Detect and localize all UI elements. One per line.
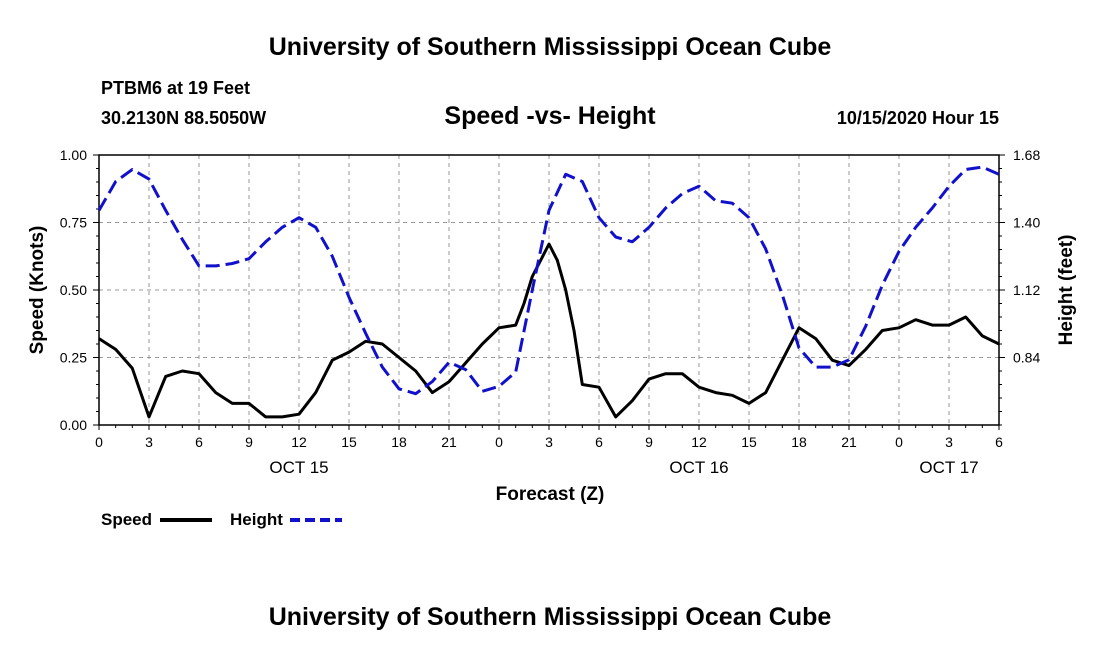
- date-label: OCT 15: [269, 458, 328, 477]
- title-bottom: University of Southern Mississippi Ocean…: [269, 603, 832, 631]
- y-left-tick-label: 1.00: [60, 147, 87, 163]
- x-tick-label: 21: [441, 434, 457, 450]
- axis-ticks: 0 3 6 9 12 15 18 21 0 3 6 9 12 15 18 21 0 3 6 OCT 15 OCT 16 O…: [60, 147, 1041, 477]
- x-tick-label: 18: [391, 434, 407, 450]
- date-label: OCT 17: [919, 458, 978, 477]
- x-tick-label: 12: [291, 434, 307, 450]
- x-tick-label: 0: [95, 434, 103, 450]
- x-tick-label: 0: [895, 434, 903, 450]
- series-group: [97, 165, 1000, 419]
- series-height-line: [97, 165, 1000, 396]
- x-tick-label: 6: [995, 434, 1003, 450]
- y-right-tick-label: 0.84: [1013, 350, 1040, 366]
- x-tick-label: 6: [195, 434, 203, 450]
- x-tick-label: 9: [245, 434, 253, 450]
- x-axis-label: Forecast (Z): [496, 484, 605, 505]
- y-right-tick-label: 1.12: [1013, 282, 1040, 298]
- timestamp-label: 10/15/2020 Hour 15: [837, 108, 999, 128]
- x-tick-label: 0: [495, 434, 503, 450]
- y-axis-left-label: Speed (Knots): [27, 226, 48, 355]
- chart-subtitle: Speed -vs- Height: [444, 102, 656, 130]
- y-left-tick-label: 0.00: [60, 417, 87, 433]
- x-tick-label: 15: [341, 434, 357, 450]
- x-tick-label: 9: [645, 434, 653, 450]
- date-label: OCT 16: [669, 458, 728, 477]
- y-right-tick-label: 1.68: [1013, 147, 1040, 163]
- x-tick-label: 18: [791, 434, 807, 450]
- series-speed-line: [98, 242, 1000, 419]
- x-tick-label: 12: [691, 434, 707, 450]
- legend-speed-label: Speed: [101, 510, 152, 529]
- title-top: University of Southern Mississippi Ocean…: [269, 33, 832, 61]
- grid-lines: [99, 155, 999, 425]
- x-tick-label: 3: [545, 434, 553, 450]
- x-tick-label: 3: [945, 434, 953, 450]
- y-right-tick-label: 1.40: [1013, 215, 1040, 231]
- y-left-tick-label: 0.75: [60, 215, 87, 231]
- x-tick-label: 21: [841, 434, 857, 450]
- x-tick-label: 6: [595, 434, 603, 450]
- y-axis-right-label: Height (feet): [1056, 235, 1077, 346]
- station-label: PTBM6 at 19 Feet: [101, 78, 250, 98]
- y-left-tick-label: 0.50: [60, 282, 87, 298]
- x-tick-label: 3: [145, 434, 153, 450]
- y-left-tick-label: 0.25: [60, 350, 87, 366]
- legend: Speed Height: [101, 510, 342, 529]
- coords-label: 30.2130N 88.5050W: [101, 108, 266, 128]
- x-tick-label: 15: [741, 434, 757, 450]
- legend-height-label: Height: [230, 510, 283, 529]
